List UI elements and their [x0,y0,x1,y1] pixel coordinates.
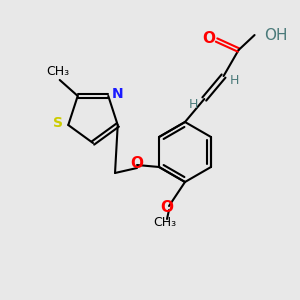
Text: CH₃: CH₃ [46,65,69,79]
Text: S: S [53,116,63,130]
Text: H: H [230,74,239,86]
Text: N: N [112,87,123,101]
Text: O: O [202,31,215,46]
Text: OH: OH [265,28,288,43]
Text: O: O [160,200,173,214]
Text: O: O [130,155,143,170]
Text: H: H [189,98,198,110]
Text: CH₃: CH₃ [153,215,177,229]
